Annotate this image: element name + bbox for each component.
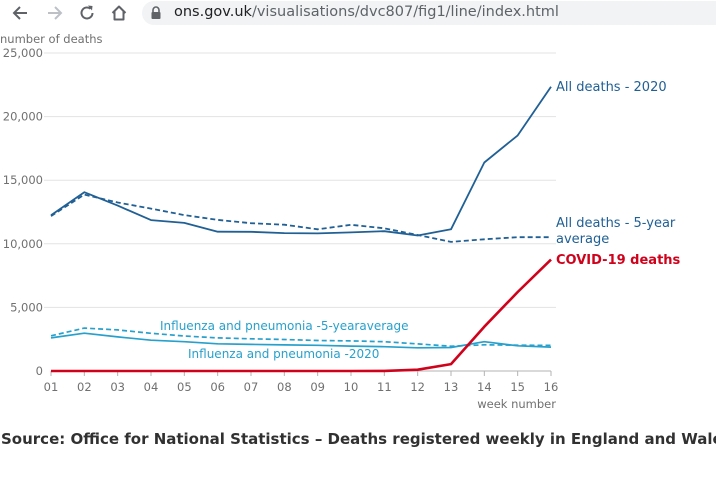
home-icon [111,5,127,21]
url-path: /visualisations/dvc807/fig1/line/index.h… [251,4,559,20]
arrow-left-icon [12,6,27,20]
y-tick-label: 10,000 [3,237,43,251]
y-tick-label: 25,000 [3,46,43,60]
url-domain: ons.gov.uk [174,4,252,20]
x-tick-label: 05 [177,380,192,394]
x-tick-label: 06 [210,380,225,394]
x-tick-label: 03 [110,380,125,394]
y-tick-label: 5,000 [10,300,43,314]
url-text: ons.gov.uk/visualisations/dvc807/fig1/li… [174,4,559,20]
x-tick-label: 02 [77,380,92,394]
x-tick-label: 04 [144,380,159,394]
x-tick-label: 16 [544,380,559,394]
address-bar[interactable]: ons.gov.uk/visualisations/dvc807/fig1/li… [142,1,716,25]
series-line-2 [51,258,552,373]
y-tick-label: 0 [36,364,43,378]
forward-button[interactable] [43,2,67,24]
x-tick-label: 11 [377,380,392,394]
x-tick-label: 10 [344,380,359,394]
x-tick-label: 09 [310,380,325,394]
series-label-influenza-5yr-avg: Influenza and pneumonia -5-yearaverage [160,319,408,333]
series-line-1 [50,193,551,243]
series-label-all-deaths-2020: All deaths - 2020 [556,80,667,95]
x-tick-label: 01 [44,380,59,394]
arrow-right-icon [48,6,63,20]
reload-button[interactable] [75,2,99,24]
series-label-influenza-2020: Influenza and pneumonia -2020 [188,347,379,361]
x-tick-label: 13 [444,380,459,394]
series-label-covid-19: COVID-19 deaths [556,253,681,268]
x-tick-label: 07 [244,380,259,394]
y-axis-title: number of deaths [0,32,103,46]
y-tick-label: 15,000 [3,173,43,187]
x-axis-title: week number [477,397,556,411]
x-tick-label: 12 [410,380,425,394]
source-note: Source: Office for National Statistics –… [1,430,716,448]
x-tick-label: 14 [477,380,492,394]
back-button[interactable] [8,2,32,24]
home-button[interactable] [107,2,131,24]
lock-icon [151,6,161,19]
x-tick-label: 15 [510,380,525,394]
deaths-line-chart: 0 5,000 10,000 15,000 20,000 25,000 01 02 03 04 05… [0,32,681,411]
reload-icon [80,5,94,20]
y-tick-label: 20,000 [3,110,43,124]
series-line-0 [50,86,552,237]
series-label-all-deaths-5yr-avg: All deaths - 5-year average [556,216,676,247]
browser-toolbar: ons.gov.uk/visualisations/dvc807/fig1/li… [0,0,716,27]
x-tick-label: 08 [277,380,292,394]
